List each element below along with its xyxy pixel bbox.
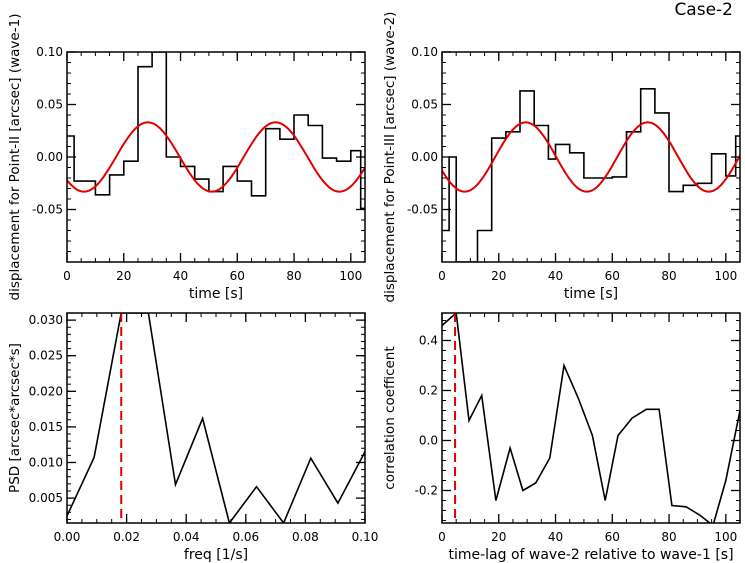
x-tick-label: 0.06 [232, 530, 259, 544]
data-series-line [67, 313, 365, 523]
chart-panel-p2: 0 20 40 60 80 100 -0.05 0.00 0.05 0.10 time [s] dis… [382, 12, 741, 303]
data-series-histogram [67, 52, 365, 210]
chart-panel-p4: 0 20 40 60 80 100 -0.2 0.0 0.2 0.4 time-lag of wav… [382, 312, 741, 563]
x-tick-label: 60 [230, 269, 245, 283]
fit-curve-sine [442, 121, 740, 193]
y-tick-label: -0.05 [407, 203, 438, 217]
x-tick-label: 0.04 [173, 530, 200, 544]
x-tick-label: 0.02 [113, 530, 140, 544]
x-tick-label: 0 [438, 269, 446, 283]
data-series-line [442, 313, 740, 523]
x-tick-label: 100 [714, 530, 737, 544]
y-tick-label: 0.10 [36, 45, 63, 59]
axes-frame [66, 51, 366, 263]
y-tick-label: 0.4 [419, 334, 438, 348]
x-tick-label: 0.08 [292, 530, 319, 544]
x-tick-label: 0 [63, 269, 71, 283]
x-tick-label: 100 [339, 269, 362, 283]
y-tick-label: 0.0 [419, 434, 438, 448]
x-tick-label: 80 [286, 269, 301, 283]
y-tick-label: -0.2 [415, 484, 438, 498]
y-tick-label: -0.05 [32, 203, 63, 217]
x-tick-label: 0.00 [54, 530, 81, 544]
chart-panel-p3: 0.00 0.02 0.04 0.06 0.08 0.10 0.005 0.010 0.015 0… [7, 312, 379, 563]
y-tick-label: 0.025 [29, 349, 63, 363]
case-label: Case-2 [674, 0, 733, 20]
x-tick-label: 20 [491, 269, 506, 283]
y-axis-label: PSD [arcsec*arcsec*s] [7, 343, 23, 493]
y-axis-label: displacement for Point-III [arcsec] (wav… [382, 12, 398, 303]
y-tick-label: 0.010 [29, 455, 63, 469]
plot-area [442, 313, 740, 523]
y-tick-label: 0.10 [411, 45, 438, 59]
x-axis-label: time-lag of wave-2 relative to wave-1 [s… [448, 547, 733, 563]
x-tick-label: 0.10 [352, 530, 379, 544]
data-series-histogram [442, 88, 740, 262]
x-axis-label: time [s] [189, 286, 243, 302]
x-axis-label: freq [1/s] [184, 547, 248, 563]
y-tick-label: 0.05 [36, 98, 63, 112]
plot-area [67, 52, 365, 210]
x-tick-label: 20 [116, 269, 131, 283]
x-tick-label: 100 [714, 269, 737, 283]
y-axis-label: displacement for Point-II [arcsec] (wave… [7, 14, 23, 301]
y-tick-label: 0.015 [29, 420, 63, 434]
plot-area [442, 88, 740, 262]
y-tick-label: 0.030 [29, 313, 63, 327]
x-tick-label: 40 [548, 269, 563, 283]
x-tick-label: 40 [173, 269, 188, 283]
axes-frame [66, 312, 366, 524]
x-tick-label: 0 [438, 530, 446, 544]
y-tick-label: 0.05 [411, 98, 438, 112]
x-tick-label: 40 [548, 530, 563, 544]
y-tick-label: 0.2 [419, 384, 438, 398]
x-tick-label: 80 [661, 269, 676, 283]
y-tick-label: 0.00 [36, 150, 63, 164]
plot-area [67, 313, 365, 523]
x-tick-label: 80 [661, 530, 676, 544]
x-tick-label: 20 [491, 530, 506, 544]
axes-frame [441, 312, 741, 524]
y-tick-label: 0.00 [411, 150, 438, 164]
x-axis-label: time [s] [564, 286, 618, 302]
y-tick-label: 0.005 [29, 491, 63, 505]
x-tick-label: 60 [605, 269, 620, 283]
y-axis-label: correlation coefficent [382, 346, 398, 489]
fit-curve-sine [67, 121, 365, 193]
y-tick-label: 0.020 [29, 384, 63, 398]
chart-panel-p1: 0 20 40 60 80 100 -0.05 0.00 0.05 0.10 time [s] dis… [7, 14, 366, 302]
x-tick-label: 60 [605, 530, 620, 544]
